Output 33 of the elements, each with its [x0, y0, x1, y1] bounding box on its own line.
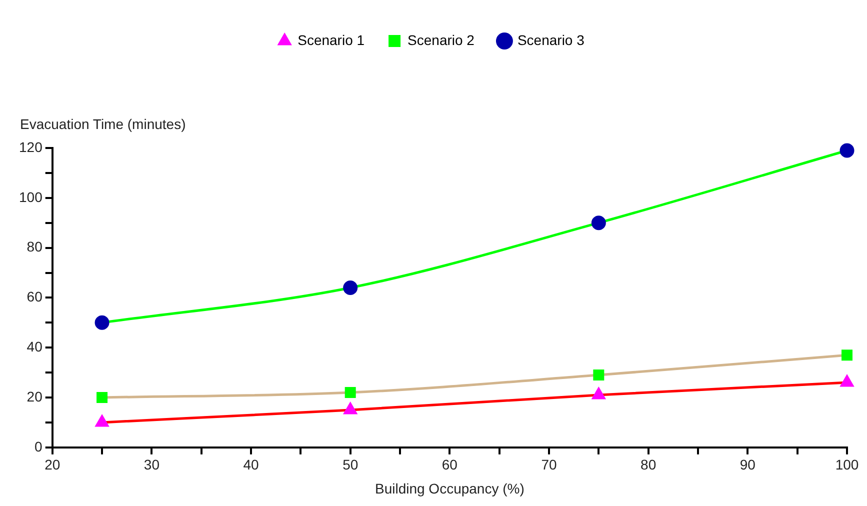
point [344, 402, 357, 414]
y-tick-label: 100 [19, 188, 43, 205]
legend-label: Scenario 1 [298, 32, 365, 48]
y-tick-label: 80 [26, 238, 43, 255]
point [840, 375, 854, 387]
point [343, 280, 358, 295]
y-tick-label: 120 [19, 138, 43, 155]
legend-label: Scenario 2 [408, 32, 475, 48]
x-tick-label: 70 [541, 456, 558, 473]
y-tick-label: 20 [26, 388, 43, 404]
point [593, 370, 604, 381]
x-tick-label: 90 [740, 456, 756, 473]
y-tick-label: 40 [26, 338, 43, 354]
point [592, 388, 606, 400]
y-tick-label: 0 [34, 438, 43, 454]
x-tick-label: 100 [835, 456, 859, 473]
point [842, 350, 852, 361]
point [94, 315, 110, 330]
x-tick-label: 30 [144, 456, 160, 473]
x-tick-label: 50 [342, 456, 358, 473]
x-tick-label: 20 [44, 456, 60, 473]
point [591, 216, 606, 230]
point [840, 143, 854, 158]
point [96, 415, 108, 427]
x-tick-label: 40 [243, 456, 260, 473]
x-tick-label: 80 [640, 456, 656, 473]
y-axis-title: Evacuation Time (minutes) [20, 116, 186, 132]
x-tick-label: 60 [442, 456, 458, 473]
point [344, 387, 356, 398]
legend-label: Scenario 3 [517, 32, 585, 48]
y-tick-label: 60 [26, 288, 43, 305]
point [96, 392, 108, 403]
x-axis-title: Building Occupancy (%) [374, 480, 524, 496]
